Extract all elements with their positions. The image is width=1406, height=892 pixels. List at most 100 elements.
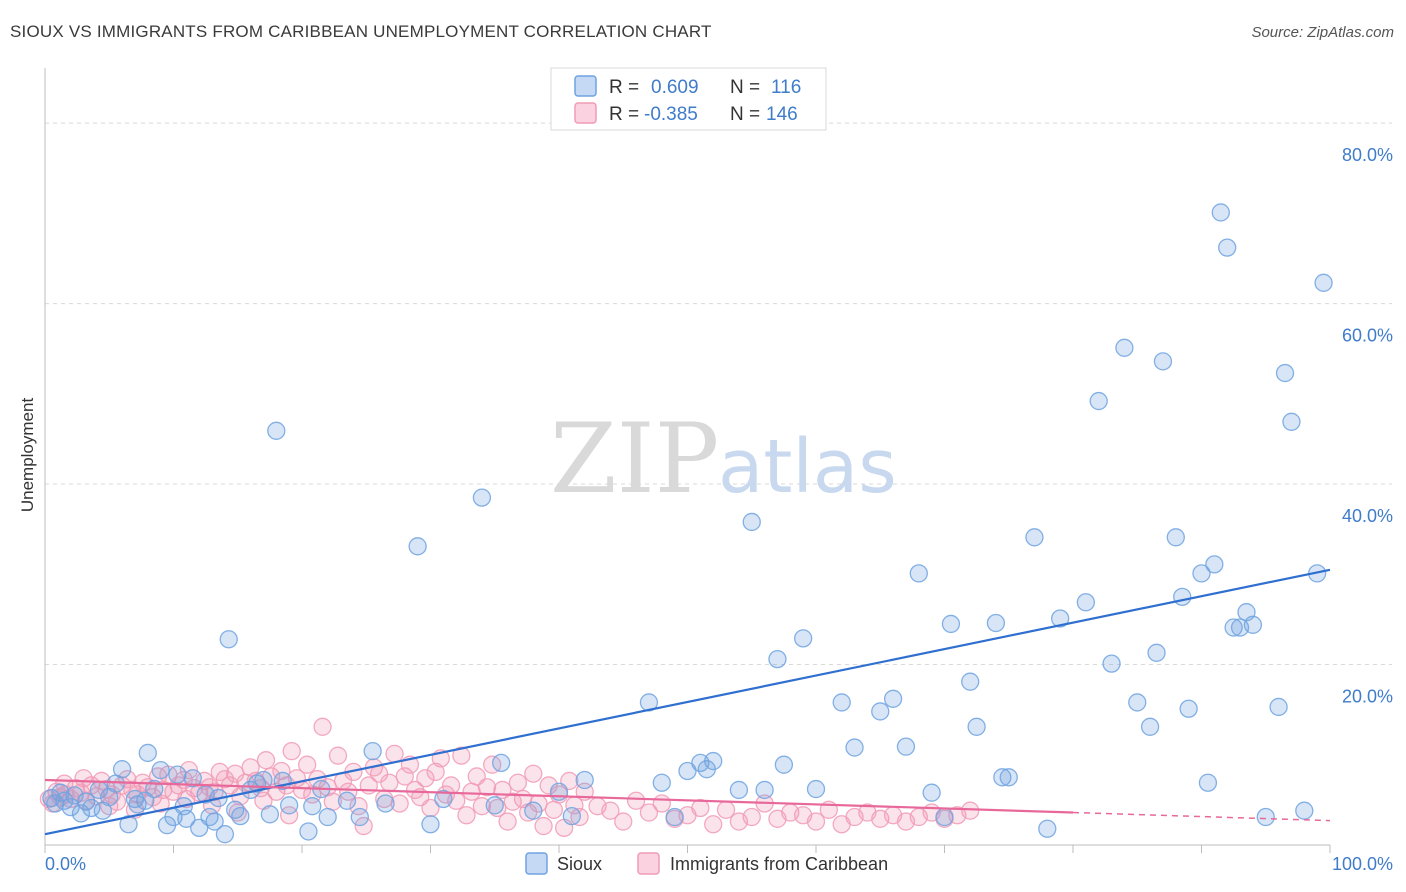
point-sioux bbox=[376, 794, 395, 813]
trend-line-caribbean bbox=[44, 778, 1074, 814]
trend-line-sioux bbox=[44, 568, 1331, 836]
stats-n-value: 146 bbox=[766, 104, 798, 125]
point-sioux bbox=[1025, 528, 1044, 547]
axes bbox=[44, 68, 1331, 853]
stats-r-label: R = bbox=[609, 77, 639, 98]
point-caribbean bbox=[626, 791, 646, 810]
point-sioux bbox=[267, 421, 286, 440]
point-sioux bbox=[1295, 801, 1314, 820]
point-sioux bbox=[1038, 819, 1057, 838]
point-caribbean bbox=[483, 755, 502, 774]
point-caribbean bbox=[524, 764, 543, 783]
point-sioux bbox=[337, 791, 357, 810]
point-sioux bbox=[1076, 593, 1095, 612]
x-tick-label: 0.0% bbox=[45, 854, 86, 874]
point-caribbean bbox=[639, 803, 659, 822]
point-sioux bbox=[935, 807, 954, 827]
point-caribbean bbox=[426, 762, 445, 782]
point-sioux bbox=[742, 512, 761, 532]
point-sioux bbox=[434, 789, 453, 809]
x-tick-labels: 0.0% 100.0% bbox=[45, 854, 1393, 874]
point-sioux bbox=[1211, 203, 1230, 222]
point-caribbean bbox=[380, 773, 399, 792]
point-caribbean bbox=[226, 764, 245, 783]
point-sioux bbox=[485, 796, 504, 815]
point-sioux bbox=[112, 760, 132, 779]
point-sioux bbox=[883, 689, 903, 708]
point-sioux bbox=[1275, 363, 1295, 383]
point-caribbean bbox=[539, 776, 558, 795]
point-caribbean bbox=[503, 792, 522, 811]
point-sioux bbox=[1282, 412, 1301, 431]
stats-n-label: N = bbox=[730, 77, 760, 98]
point-sioux bbox=[145, 779, 164, 799]
point-sioux bbox=[1205, 555, 1224, 574]
point-sioux bbox=[1166, 528, 1185, 547]
point-sioux bbox=[71, 804, 91, 823]
point-sioux bbox=[549, 782, 569, 801]
point-caribbean bbox=[498, 812, 517, 831]
point-caribbean bbox=[390, 794, 409, 813]
point-caribbean bbox=[457, 806, 476, 825]
point-caribbean bbox=[416, 769, 435, 788]
point-sioux bbox=[806, 779, 826, 799]
stats-swatch-caribbean bbox=[574, 102, 597, 124]
legend-swatch-sioux bbox=[525, 852, 548, 875]
source-label: Source: ZipAtlas.com bbox=[1251, 24, 1394, 41]
point-sioux bbox=[215, 825, 235, 844]
stats-n-value: 116 bbox=[771, 77, 801, 98]
point-sioux bbox=[183, 769, 202, 788]
point-sioux bbox=[219, 630, 238, 649]
stats-swatch-sioux bbox=[574, 75, 597, 97]
y-tick-label: 80.0% bbox=[1342, 145, 1393, 165]
legend-swatch-caribbean bbox=[637, 852, 660, 875]
point-sioux bbox=[922, 783, 941, 802]
point-sioux bbox=[774, 755, 794, 774]
stats-r-value: -0.385 bbox=[644, 104, 698, 125]
point-sioux bbox=[1314, 273, 1333, 292]
point-sioux bbox=[832, 693, 851, 712]
point-caribbean bbox=[74, 769, 93, 788]
point-sioux bbox=[678, 761, 697, 781]
point-sioux bbox=[986, 613, 1006, 633]
point-sioux bbox=[151, 760, 170, 780]
point-caribbean bbox=[421, 798, 440, 818]
point-sioux bbox=[896, 737, 916, 756]
x-tick-label: 100.0% bbox=[1332, 854, 1393, 874]
grid-lines bbox=[45, 122, 1392, 666]
point-caribbean bbox=[652, 794, 671, 813]
point-sioux bbox=[1140, 717, 1160, 736]
point-sioux bbox=[1128, 693, 1147, 712]
point-sioux bbox=[231, 806, 250, 826]
point-sioux bbox=[279, 796, 299, 815]
point-sioux bbox=[1243, 615, 1263, 634]
point-caribbean bbox=[961, 801, 980, 820]
point-sioux bbox=[704, 751, 723, 771]
point-sioux bbox=[299, 822, 318, 841]
series-sioux-points bbox=[42, 203, 1333, 844]
point-caribbean bbox=[282, 742, 301, 761]
point-sioux bbox=[999, 768, 1018, 787]
point-caribbean bbox=[806, 812, 826, 831]
y-tick-label: 20.0% bbox=[1342, 687, 1393, 707]
point-sioux bbox=[492, 753, 511, 773]
y-tick-label: 40.0% bbox=[1342, 506, 1393, 526]
point-sioux bbox=[1218, 238, 1237, 257]
legend-label-caribbean: Immigrants from Caribbean bbox=[670, 854, 888, 874]
point-sioux bbox=[1051, 609, 1070, 628]
point-caribbean bbox=[534, 816, 553, 836]
point-caribbean bbox=[354, 816, 373, 836]
point-caribbean bbox=[395, 767, 414, 786]
point-caribbean bbox=[742, 807, 761, 827]
point-sioux bbox=[729, 780, 749, 800]
y-tick-label: 60.0% bbox=[1342, 326, 1393, 346]
point-sioux bbox=[82, 798, 101, 818]
point-sioux bbox=[1147, 643, 1166, 662]
point-sioux bbox=[472, 488, 492, 507]
point-sioux bbox=[1102, 654, 1121, 673]
point-caribbean bbox=[452, 746, 471, 765]
stats-r-value: 0.609 bbox=[651, 77, 699, 98]
point-sioux bbox=[575, 770, 594, 790]
point-sioux bbox=[350, 807, 369, 827]
